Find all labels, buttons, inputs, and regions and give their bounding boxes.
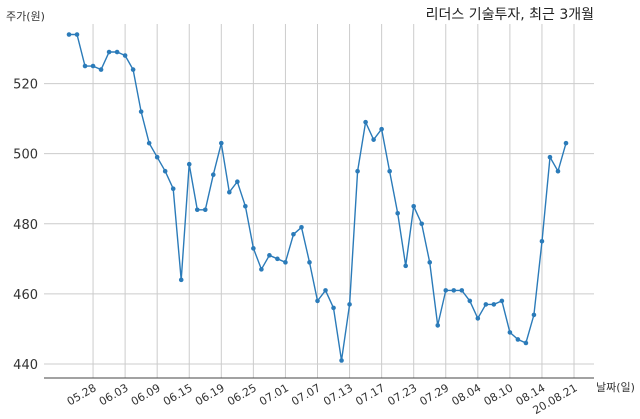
price-point	[323, 288, 328, 293]
x-tick-label: 07.29	[417, 381, 451, 408]
price-point	[90, 63, 96, 69]
price-point	[194, 207, 200, 213]
price-point	[291, 231, 296, 237]
price-point	[523, 340, 529, 346]
price-point	[459, 288, 465, 293]
price-point	[130, 67, 136, 72]
price-point	[138, 109, 144, 114]
x-tick-label: 06.09	[129, 381, 163, 408]
price-point	[251, 246, 256, 251]
price-point	[66, 32, 72, 37]
price-point	[491, 302, 497, 307]
grid	[44, 24, 594, 378]
price-point	[499, 298, 505, 304]
price-point	[563, 140, 569, 146]
y-axis-label: 주가(원)	[6, 10, 45, 23]
price-point	[243, 203, 248, 209]
price-point	[275, 256, 280, 262]
x-axis-label: 날짜(일)	[596, 380, 635, 394]
price-point	[122, 53, 128, 58]
price-point	[539, 239, 545, 244]
price-point	[395, 210, 400, 216]
price-point	[347, 302, 352, 307]
price-point	[74, 32, 80, 37]
price-point	[259, 267, 264, 272]
y-tick-label: 440	[13, 358, 38, 373]
price-point	[106, 49, 112, 55]
price-point	[162, 168, 168, 174]
price-point	[355, 168, 360, 174]
price-point	[555, 168, 561, 174]
price-point	[98, 67, 104, 72]
x-tick-label: 08.10	[482, 381, 516, 408]
price-point	[467, 298, 473, 304]
price-point	[331, 305, 336, 311]
tick-labels: 440 460 480 500 520 05.2806.0306.0906.1506.19…	[13, 78, 579, 418]
x-tick-label: 07.01	[257, 381, 291, 408]
price-point	[443, 288, 449, 293]
price-point	[146, 140, 152, 146]
price-point	[339, 358, 344, 363]
price-point	[363, 119, 368, 125]
price-point	[403, 263, 408, 269]
price-point	[435, 323, 441, 328]
price-series	[66, 32, 569, 363]
x-tick-label: 07.17	[353, 381, 387, 408]
price-point	[219, 140, 224, 146]
price-point	[371, 137, 376, 142]
price-point	[178, 277, 184, 283]
price-point	[186, 161, 192, 167]
price-point	[227, 189, 232, 195]
price-point	[154, 154, 160, 160]
price-point	[427, 260, 433, 265]
price-point	[235, 179, 240, 185]
price-point	[419, 221, 425, 227]
price-point	[283, 260, 288, 265]
price-point	[379, 126, 384, 132]
price-point	[267, 253, 272, 258]
price-point	[475, 316, 481, 321]
price-point	[299, 224, 304, 230]
price-point	[515, 337, 521, 342]
price-point	[547, 154, 553, 160]
price-point	[170, 186, 176, 192]
y-tick-label: 460	[13, 288, 38, 303]
chart-title: 리더스 기술투자, 최근 3개월	[426, 7, 594, 23]
x-tick-label: 07.13	[321, 381, 355, 408]
price-point	[411, 203, 416, 209]
price-point	[531, 312, 537, 318]
price-point	[483, 302, 489, 307]
x-tick-label: 05.28	[65, 381, 99, 408]
x-tick-label: 08.04	[450, 381, 484, 408]
x-tick-label: 06.03	[97, 381, 131, 408]
x-tick-label: 07.07	[289, 381, 323, 408]
price-point	[315, 298, 320, 304]
y-tick-label: 520	[13, 78, 38, 93]
price-point	[82, 63, 88, 69]
y-tick-label: 480	[13, 218, 38, 233]
price-point	[507, 330, 513, 335]
price-point	[307, 260, 312, 265]
price-point	[202, 207, 208, 213]
price-point	[451, 288, 457, 293]
x-tick-label: 06.15	[161, 381, 195, 408]
x-tick-label: 06.25	[225, 381, 259, 408]
price-point	[114, 49, 120, 55]
x-tick-label: 07.23	[385, 381, 419, 408]
price-point	[387, 168, 392, 174]
y-tick-label: 500	[13, 148, 38, 163]
x-tick-label: 06.19	[193, 381, 227, 408]
price-point	[210, 172, 216, 178]
